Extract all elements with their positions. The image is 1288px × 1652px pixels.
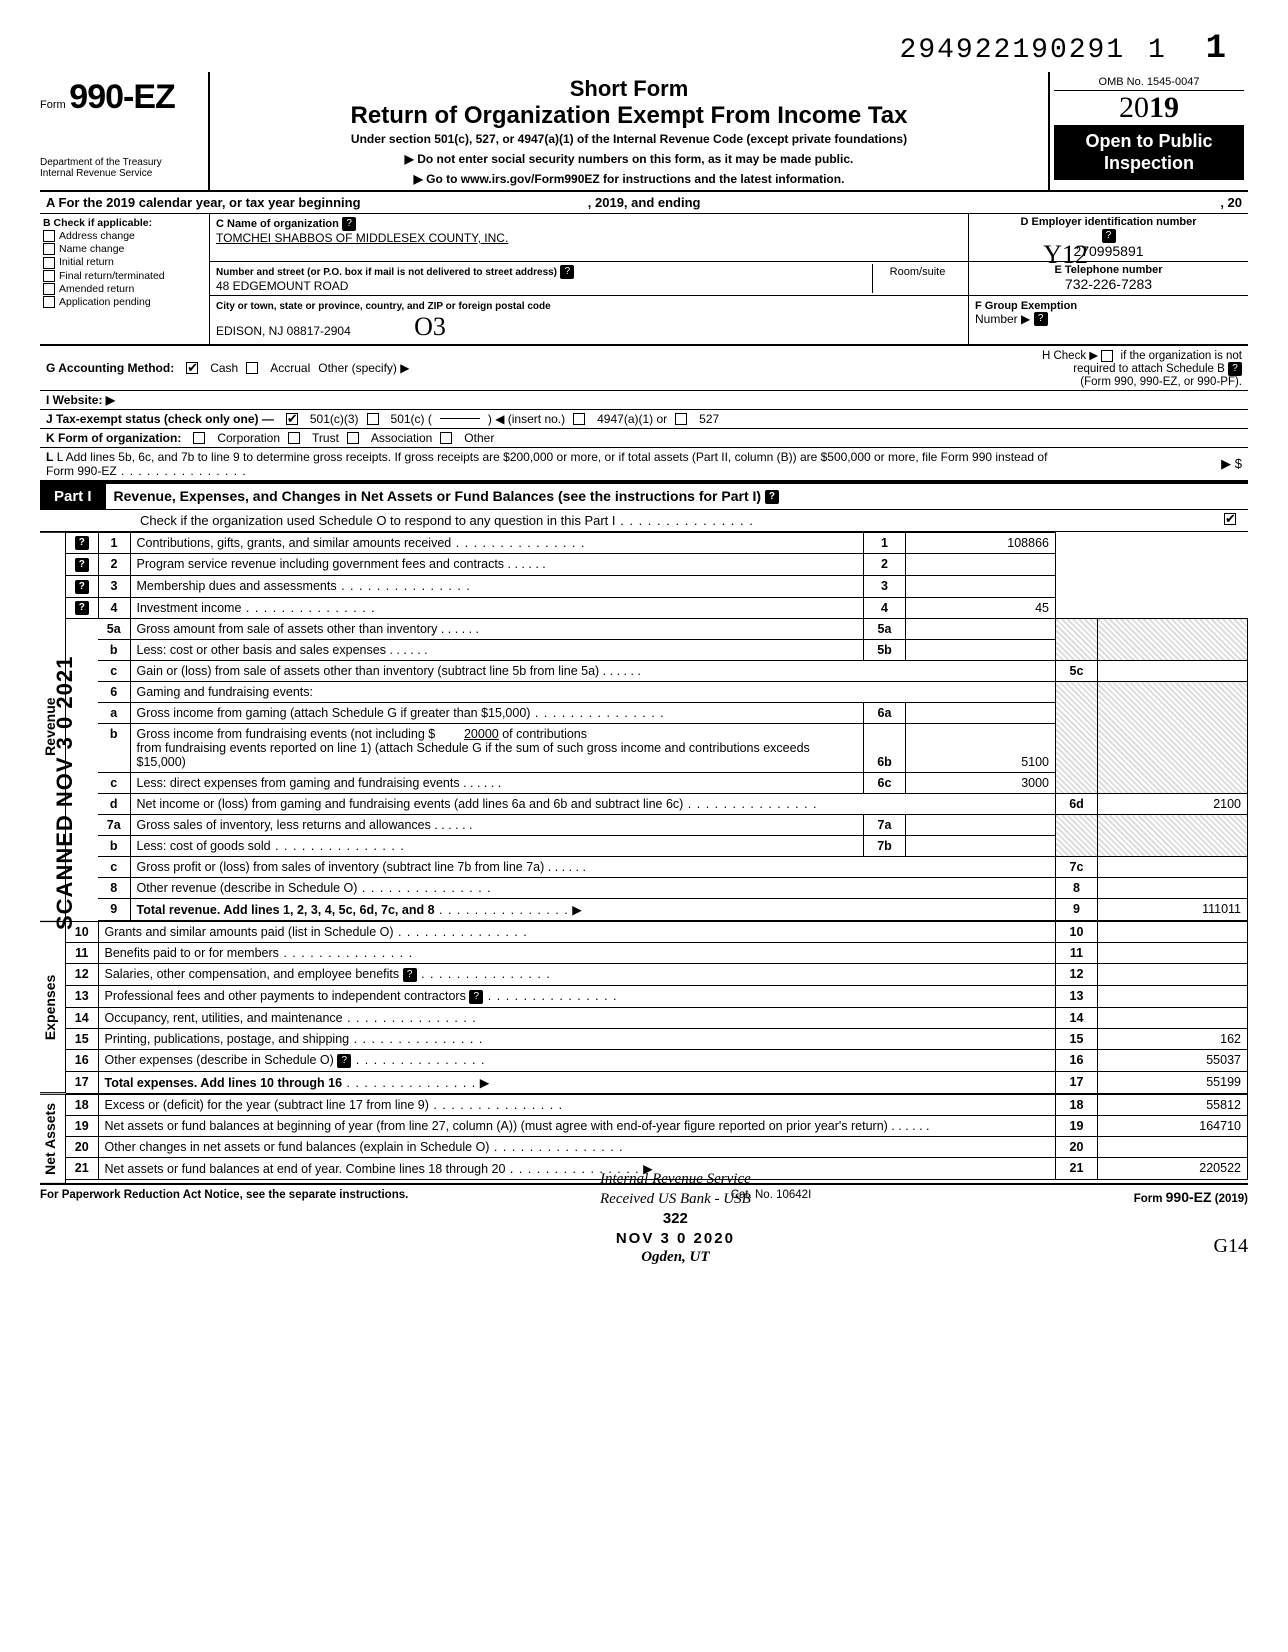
vert-net-assets: Net Assets xyxy=(40,1094,66,1184)
d-label: D Employer identification number xyxy=(975,216,1242,228)
row-l: L L Add lines 5b, 6c, and 7b to line 9 t… xyxy=(40,448,1248,482)
chk-trust[interactable] xyxy=(288,432,300,444)
title-short-form: Short Form xyxy=(218,76,1040,102)
org-name: TOMCHEI SHABBOS OF MIDDLESEX COUNTY, INC… xyxy=(216,231,508,245)
c-label: C Name of organization xyxy=(216,218,339,230)
room-suite: Room/suite xyxy=(872,264,962,293)
row-a-tax-year: A For the 2019 calendar year, or tax yea… xyxy=(40,192,1248,214)
chk-501c[interactable] xyxy=(367,413,379,425)
street-value: 48 EDGEMOUNT ROAD xyxy=(216,279,348,293)
part-i-box: Part I xyxy=(40,484,106,509)
instruction-ssn: ▶ Do not enter social security numbers o… xyxy=(218,152,1040,166)
chk-initial-return[interactable] xyxy=(43,257,55,269)
part-i-header: Part I Revenue, Expenses, and Changes in… xyxy=(40,482,1248,510)
chk-501c3[interactable] xyxy=(286,413,298,425)
dln-number: 294922190291 1 1 xyxy=(40,30,1248,68)
help-icon[interactable]: ? xyxy=(1034,312,1048,326)
help-icon[interactable]: ? xyxy=(560,265,574,279)
chk-amended[interactable] xyxy=(43,283,55,295)
row-g-accounting: G Accounting Method: Cash Accrual Other … xyxy=(40,346,1248,391)
info-grid: B Check if applicable: Address change Na… xyxy=(40,214,1248,346)
f-label: F Group Exemption xyxy=(975,300,1077,312)
instruction-url: ▶ Go to www.irs.gov/Form990EZ for instru… xyxy=(218,172,1040,186)
chk-final-return[interactable] xyxy=(43,270,55,282)
ein-value: 270995891 xyxy=(975,243,1242,259)
chk-4947[interactable] xyxy=(573,413,585,425)
form-header: Form 990-EZ Department of the Treasury I… xyxy=(40,72,1248,192)
chk-schedule-o[interactable] xyxy=(1224,513,1236,525)
city-label: City or town, state or province, country… xyxy=(216,301,551,312)
col-b-checkboxes: B Check if applicable: Address change Na… xyxy=(40,214,210,344)
subtitle: Under section 501(c), 527, or 4947(a)(1)… xyxy=(218,132,1040,146)
revenue-table: ?1Contributions, gifts, grants, and simi… xyxy=(66,532,1248,922)
expenses-table: 10Grants and similar amounts paid (list … xyxy=(66,921,1248,1093)
form-number: 990-EZ xyxy=(69,78,175,116)
tax-year: 2019 xyxy=(1054,91,1244,125)
handwritten-init: O3 xyxy=(414,312,446,341)
chk-name-change[interactable] xyxy=(43,243,55,255)
help-icon[interactable]: ? xyxy=(1102,229,1116,243)
help-icon[interactable]: ? xyxy=(765,490,779,504)
footer: For Paperwork Reduction Act Notice, see … xyxy=(40,1183,1248,1205)
handwritten-g14: G14 xyxy=(40,1235,1248,1258)
vert-expenses: Expenses xyxy=(40,921,66,1093)
omb-number: OMB No. 1545-0047 xyxy=(1054,76,1244,91)
city-value: EDISON, NJ 08817-2904 xyxy=(216,324,351,338)
e-label: E Telephone number xyxy=(975,264,1242,276)
chk-cash[interactable] xyxy=(186,362,198,374)
scanned-stamp: SCANNED NOV 3 0 2021 xyxy=(52,656,78,930)
open-to-public: Open to Public Inspection xyxy=(1054,125,1244,180)
form-label: Form xyxy=(40,99,66,111)
handwritten-init-top: Y12 xyxy=(1043,240,1088,270)
row-k-form-org: K Form of organization: Corporation Trus… xyxy=(40,429,1248,448)
row-j-tax-status: J Tax-exempt status (check only one) — 5… xyxy=(40,410,1248,429)
street-label: Number and street (or P.O. box if mail i… xyxy=(216,267,557,278)
chk-association[interactable] xyxy=(347,432,359,444)
dept-treasury: Department of the Treasury Internal Reve… xyxy=(40,157,202,179)
net-assets-table: 18Excess or (deficit) for the year (subt… xyxy=(66,1094,1248,1180)
chk-other[interactable] xyxy=(440,432,452,444)
phone-value: 732-226-7283 xyxy=(975,276,1242,292)
chk-accrual[interactable] xyxy=(246,362,258,374)
part-i-title: Revenue, Expenses, and Changes in Net As… xyxy=(106,484,1248,509)
help-icon[interactable]: ? xyxy=(1228,362,1242,376)
chk-app-pending[interactable] xyxy=(43,296,55,308)
help-icon[interactable]: ? xyxy=(342,217,356,231)
chk-schedule-b[interactable] xyxy=(1101,350,1113,362)
chk-address-change[interactable] xyxy=(43,230,55,242)
chk-527[interactable] xyxy=(675,413,687,425)
chk-corporation[interactable] xyxy=(193,432,205,444)
row-i-website: I Website: ▶ xyxy=(40,391,1248,410)
title-return: Return of Organization Exempt From Incom… xyxy=(218,102,1040,130)
part-i-check-line: Check if the organization used Schedule … xyxy=(40,510,1248,532)
